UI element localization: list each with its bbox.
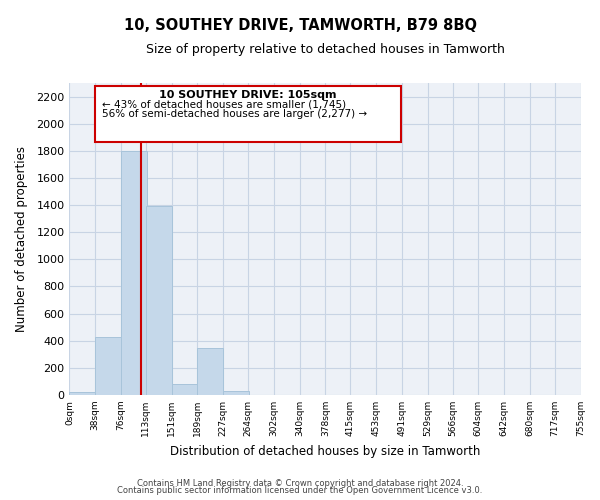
Text: 10 SOUTHEY DRIVE: 105sqm: 10 SOUTHEY DRIVE: 105sqm (160, 90, 337, 100)
Bar (70, 392, 95, 395)
Y-axis label: Number of detached properties: Number of detached properties (15, 146, 28, 332)
Title: Size of property relative to detached houses in Tamworth: Size of property relative to detached ho… (146, 42, 505, 56)
Bar (95, 336, 121, 395)
FancyBboxPatch shape (95, 86, 401, 142)
Text: Contains public sector information licensed under the Open Government Licence v3: Contains public sector information licen… (118, 486, 482, 495)
Text: 56% of semi-detached houses are larger (2,277) →: 56% of semi-detached houses are larger (… (102, 110, 367, 120)
Bar (223, 391, 249, 395)
Text: 10, SOUTHEY DRIVE, TAMWORTH, B79 8BQ: 10, SOUTHEY DRIVE, TAMWORTH, B79 8BQ (124, 18, 476, 32)
Bar (146, 206, 172, 395)
Bar (172, 384, 197, 395)
X-axis label: Distribution of detached houses by size in Tamworth: Distribution of detached houses by size … (170, 444, 480, 458)
Bar (197, 348, 223, 395)
Text: ← 43% of detached houses are smaller (1,745): ← 43% of detached houses are smaller (1,… (102, 100, 346, 110)
Bar (121, 151, 146, 395)
Text: Contains HM Land Registry data © Crown copyright and database right 2024.: Contains HM Land Registry data © Crown c… (137, 478, 463, 488)
